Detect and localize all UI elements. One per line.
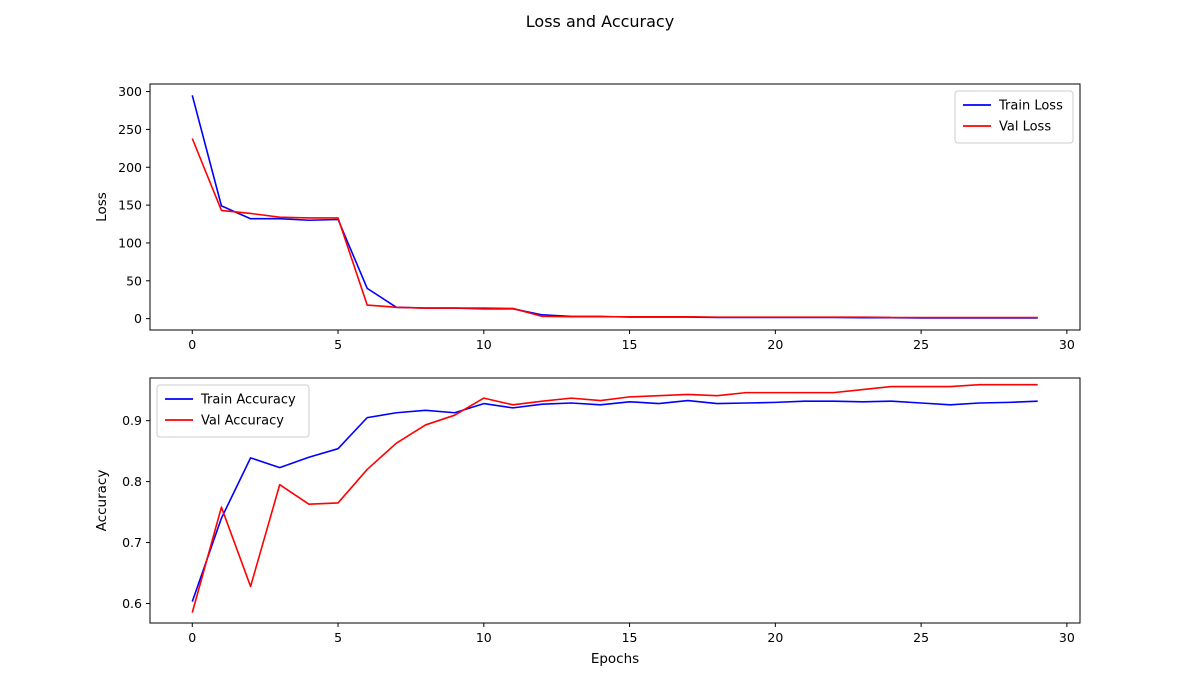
y-tick-label: 0.6 [122,596,142,611]
x-axis-label: Epochs [591,651,639,667]
legend-entry: Val Loss [999,120,1051,135]
y-tick-label: 0.8 [122,474,142,489]
axes-frame [149,83,1081,331]
y-tick-label: 0.9 [122,413,142,428]
x-tick-label: 10 [476,337,492,352]
legend-box [156,384,310,438]
y-axis-label: Accuracy [94,470,110,532]
loss-subplot: 0 5 10 15 20 25 30050100150200250300LossTrain … [94,83,1081,352]
axes-frame [149,377,1081,624]
x-tick-label: 25 [913,337,929,352]
legend: Train Loss Val Loss [954,90,1074,144]
legend-entry: Train Loss [998,99,1063,114]
y-axis-label: Loss [94,192,110,222]
x-tick-label: 30 [1059,337,1075,352]
x-tick-label: 15 [622,630,638,645]
y-tick-label: 200 [118,160,142,175]
accuracy-subplot: 0 5 10 15 20 25 30 0.6 0.7 0.8 0.9 Accuracy Epochs Tr… [94,377,1081,667]
x-tick-label: 20 [767,630,783,645]
x-tick-label: 0 [188,337,196,352]
y-tick-label: 300 [118,84,142,99]
series-line-val-accuracy [191,383,1038,613]
legend-entry: Val Accuracy [201,414,284,429]
y-tick-label: 50 [126,273,142,288]
y-tick-label: 250 [118,122,142,137]
series-line-val-loss [191,138,1038,319]
legend-box [954,90,1074,144]
series-line-train-accuracy [191,399,1038,602]
figure-title: Loss and Accuracy [526,12,674,31]
legend: Train Accuracy Val Accuracy [156,384,310,438]
x-tick-label: 30 [1059,630,1075,645]
x-tick-label: 10 [476,630,492,645]
x-tick-label: 20 [767,337,783,352]
y-tick-label: 150 [118,198,142,213]
y-tick-label: 0.7 [122,535,142,550]
x-tick-label: 5 [334,630,342,645]
x-tick-label: 15 [622,337,638,352]
y-tick-label: 0 [134,311,142,326]
y-tick-label: 100 [118,235,142,250]
x-tick-label: 5 [334,337,342,352]
x-tick-label: 0 [188,630,196,645]
x-tick-label: 25 [913,630,929,645]
legend-entry: Train Accuracy [200,393,296,408]
